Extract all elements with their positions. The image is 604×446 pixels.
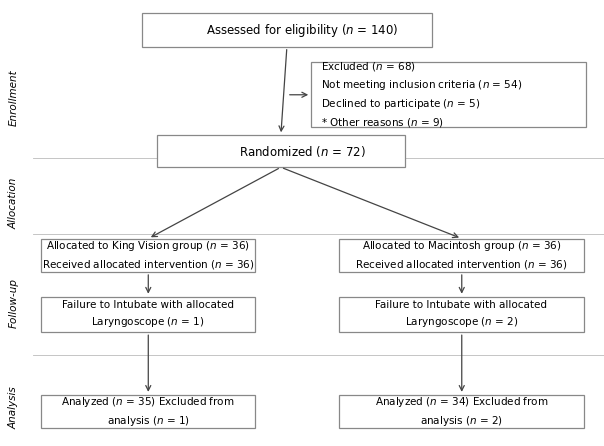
Bar <box>142 13 432 47</box>
Bar <box>311 62 586 127</box>
Text: Failure to Intubate with allocated
Laryngoscope ($n$ = 1): Failure to Intubate with allocated Laryn… <box>62 300 234 329</box>
Text: Analyzed ($n$ = 35) Excluded from
analysis ($n$ = 1): Analyzed ($n$ = 35) Excluded from analys… <box>61 395 235 428</box>
Bar <box>339 239 584 272</box>
Text: Assessed for eligibility ($n$ = 140): Assessed for eligibility ($n$ = 140) <box>206 21 398 39</box>
Text: Excluded ($n$ = 68)
Not meeting inclusion criteria ($n$ = 54)
Declined to partic: Excluded ($n$ = 68) Not meeting inclusio… <box>321 60 522 129</box>
Text: Follow-up: Follow-up <box>8 278 18 328</box>
Text: Allocated to Macintosh group ($n$ = 36)
Received allocated intervention ($n$ = 3: Allocated to Macintosh group ($n$ = 36) … <box>355 240 568 271</box>
Bar <box>339 395 584 428</box>
Bar <box>157 135 405 167</box>
Bar <box>339 297 584 332</box>
Text: Enrollment: Enrollment <box>8 70 18 127</box>
Text: Allocated to King Vision group ($n$ = 36)
Received allocated intervention ($n$ =: Allocated to King Vision group ($n$ = 36… <box>42 240 254 271</box>
Bar <box>41 297 255 332</box>
Text: Analyzed ($n$ = 34) Excluded from
analysis ($n$ = 2): Analyzed ($n$ = 34) Excluded from analys… <box>374 395 548 428</box>
Bar <box>41 239 255 272</box>
Text: Allocation: Allocation <box>8 177 18 229</box>
Text: Failure to Intubate with allocated
Laryngoscope ($n$ = 2): Failure to Intubate with allocated Laryn… <box>376 300 547 329</box>
Bar <box>41 395 255 428</box>
Text: Analysis: Analysis <box>8 387 18 429</box>
Text: Randomized ($n$ = 72): Randomized ($n$ = 72) <box>239 144 365 159</box>
